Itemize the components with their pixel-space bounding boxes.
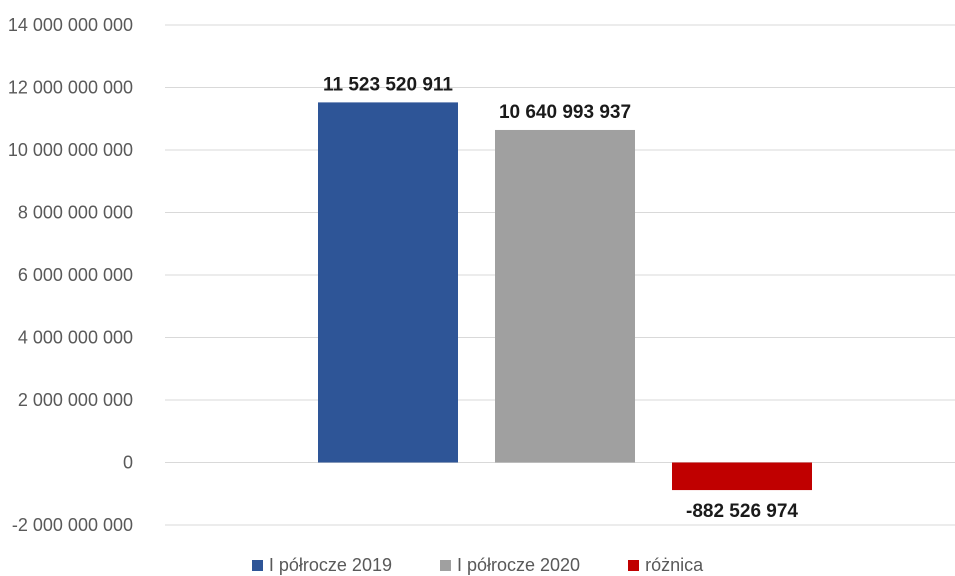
legend-label-2019: I półrocze 2019	[268, 554, 392, 575]
legend-item-difference: różnica	[628, 555, 703, 576]
legend: I półrocze 2019 I półrocze 2020 różnica	[0, 554, 955, 576]
legend-swatch-2019	[251, 559, 263, 571]
y-tick-label: 14 000 000 000	[8, 15, 133, 35]
y-tick-label: 10 000 000 000	[8, 140, 133, 160]
y-tick-label: -2 000 000 000	[12, 515, 133, 535]
bar-2	[495, 129, 635, 463]
data-label-1: 11 523 520 911	[323, 74, 453, 95]
data-label-2: 10 640 993 937	[499, 102, 631, 123]
data-label-3: -882 526 974	[686, 501, 798, 522]
y-tick-label: 12 000 000 000	[8, 78, 133, 98]
legend-swatch-2020	[439, 559, 451, 571]
y-tick-label: 0	[123, 453, 133, 473]
y-tick-label: 2 000 000 000	[18, 390, 133, 410]
bar-3	[672, 462, 812, 491]
y-tick-label: 4 000 000 000	[18, 328, 133, 348]
legend-label-2020: I półrocze 2020	[456, 554, 581, 575]
y-tick-label: 6 000 000 000	[18, 265, 133, 285]
bar-chart: -2 000 000 000 0 2 000 000 000 4 000 000 00…	[8, 15, 955, 535]
y-tick-label: 8 000 000 000	[18, 203, 133, 223]
legend-swatch-difference	[628, 559, 640, 571]
legend-label-difference: różnica	[645, 554, 704, 575]
bars	[318, 102, 812, 491]
legend-item-2020: I półrocze 2020	[439, 554, 581, 576]
data-labels: 11 523 520 911 10 640 993 937 -882 526 974	[323, 74, 798, 522]
y-axis-tick-labels: -2 000 000 000 0 2 000 000 000 4 000 000 00…	[8, 15, 133, 535]
bar-1	[318, 102, 458, 463]
legend-item-2019: I półrocze 2019	[251, 554, 392, 576]
